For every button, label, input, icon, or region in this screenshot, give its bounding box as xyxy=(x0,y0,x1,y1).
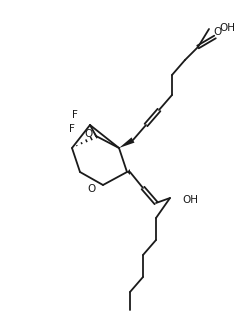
Polygon shape xyxy=(119,137,134,148)
Text: O: O xyxy=(85,129,93,139)
Text: F: F xyxy=(72,110,78,120)
Text: OH: OH xyxy=(219,23,235,33)
Text: O: O xyxy=(213,27,221,37)
Text: F: F xyxy=(69,124,75,134)
Polygon shape xyxy=(127,169,130,175)
Text: O: O xyxy=(88,184,96,194)
Text: OH: OH xyxy=(182,195,198,205)
